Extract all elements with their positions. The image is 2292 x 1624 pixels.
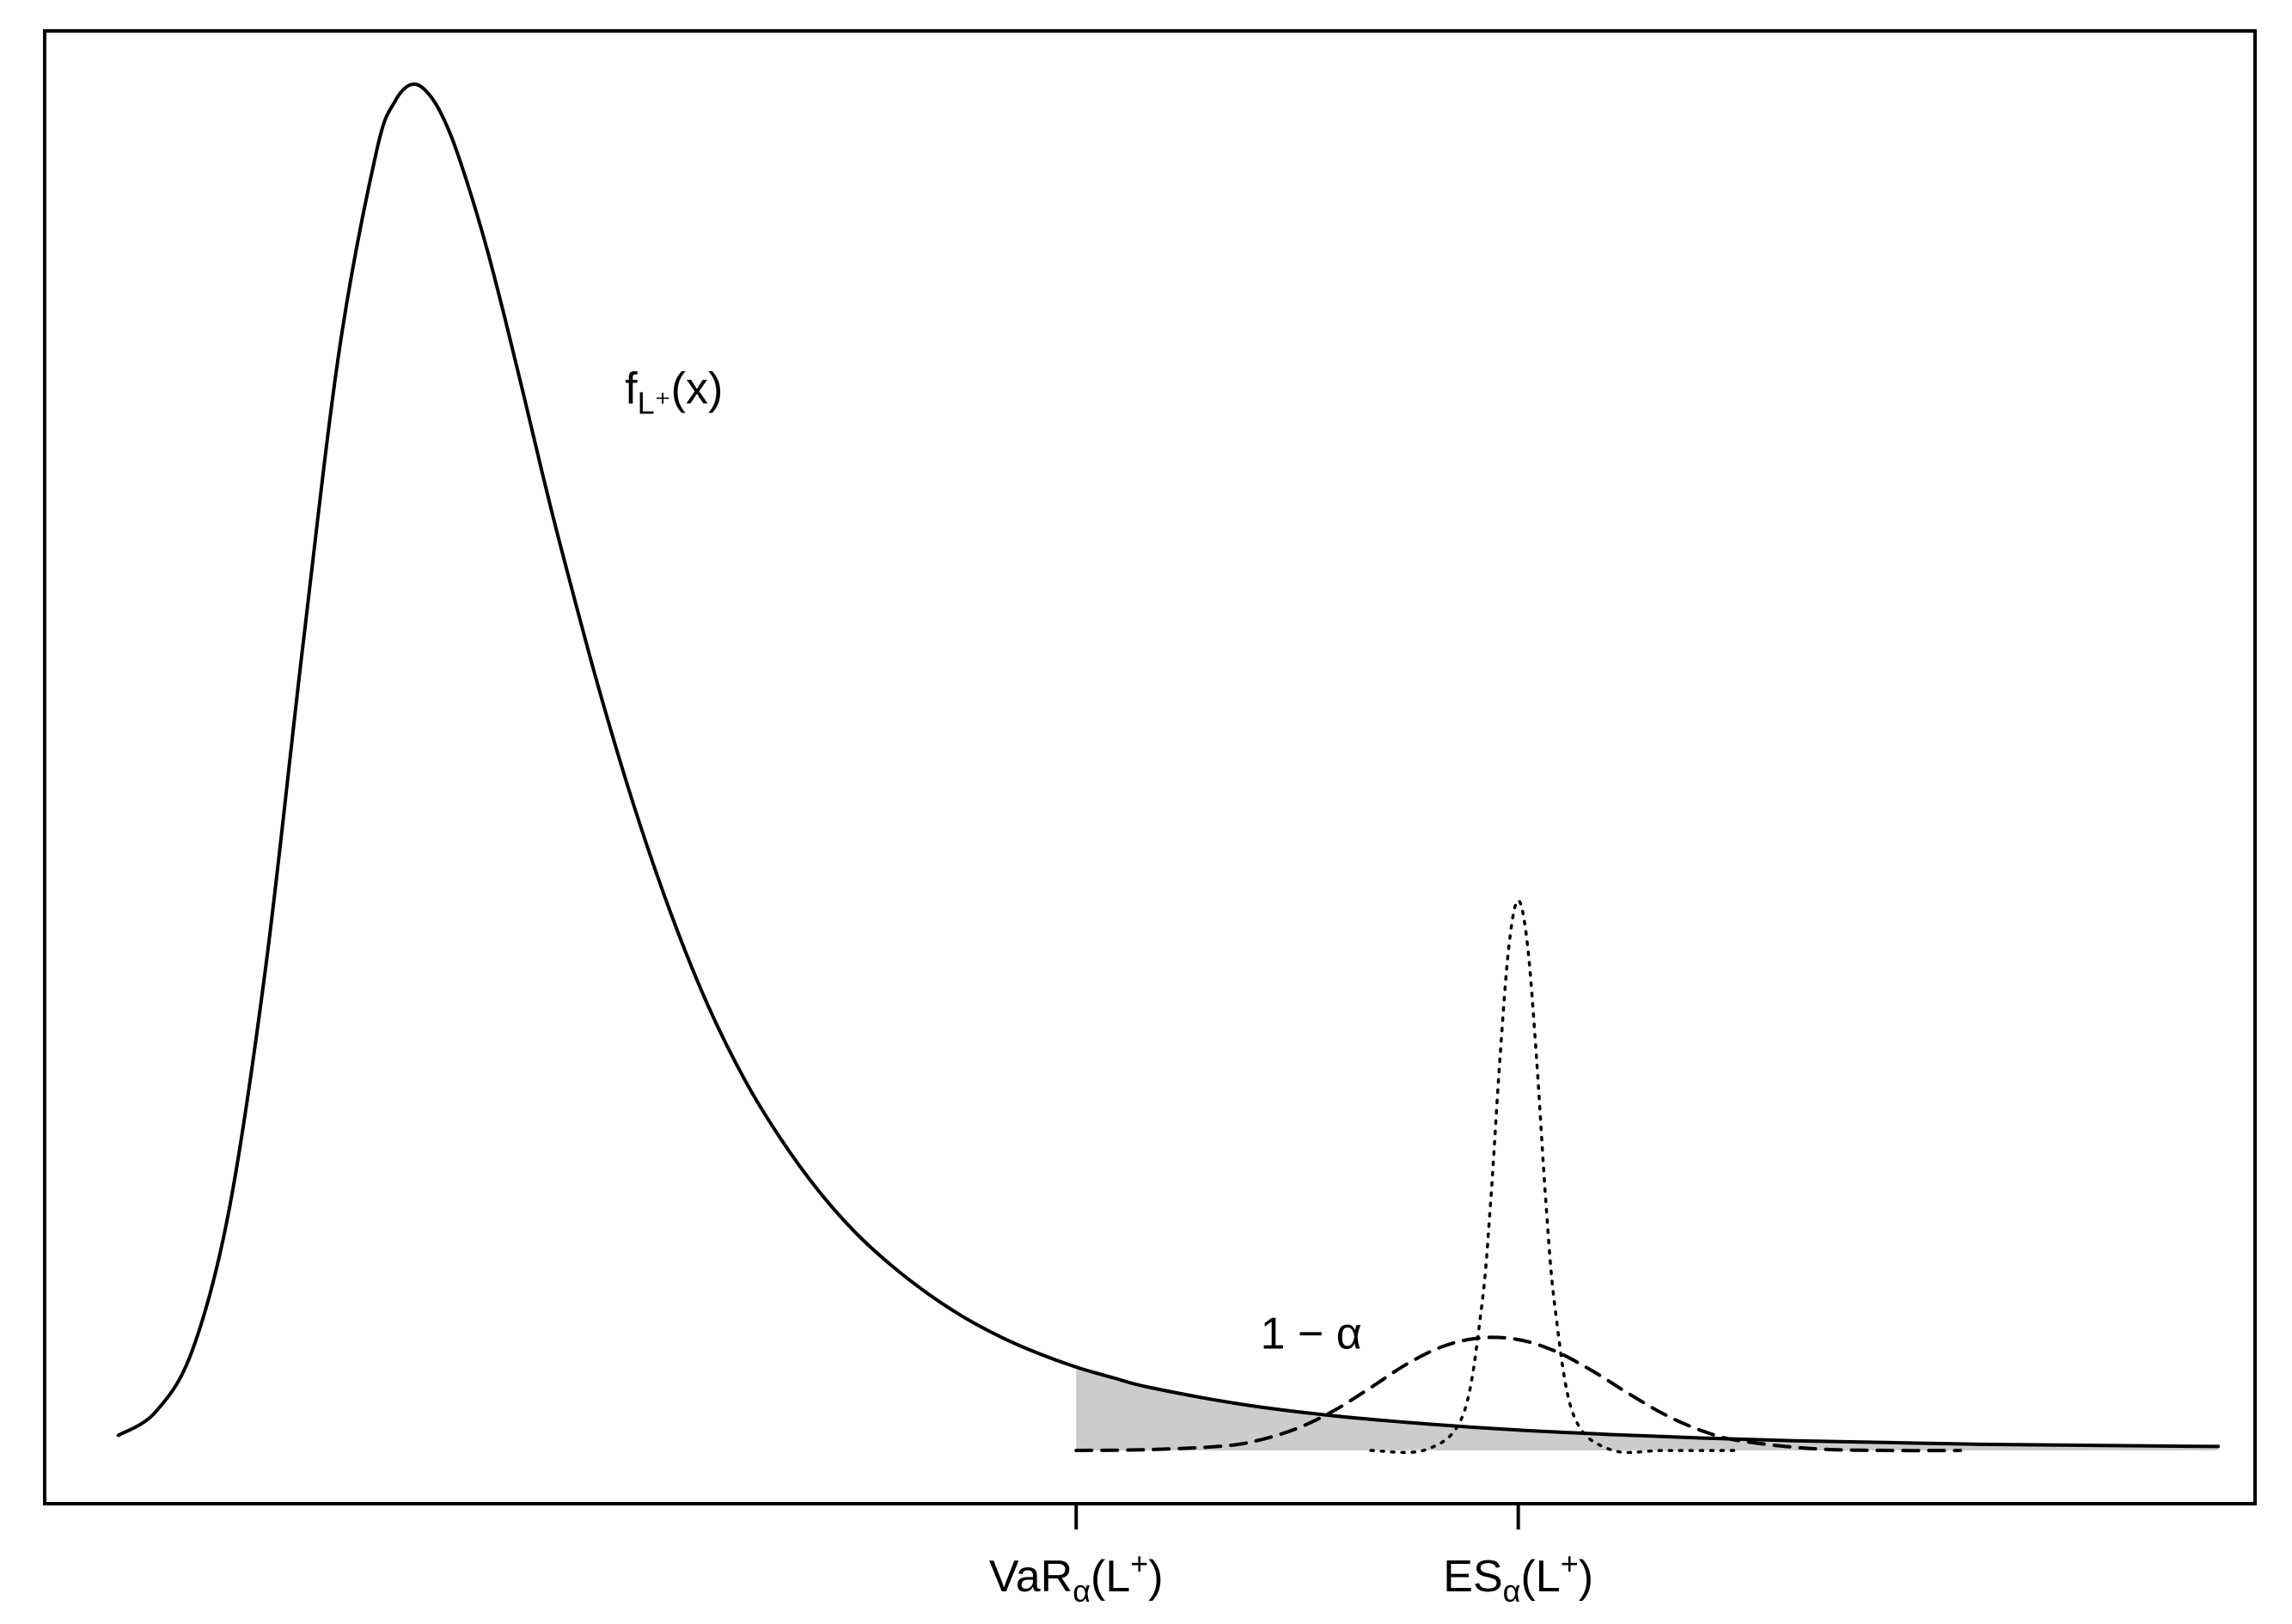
series-line-narrow-density <box>1369 899 1741 1455</box>
tail-shaded-area <box>1076 1366 2219 1451</box>
x-tick-label-0: VaRα(L+) <box>989 1546 1164 1609</box>
x-tick-label-0-part-4: ) <box>1148 1552 1163 1602</box>
x-tick-label-1-part-0: ES <box>1443 1552 1502 1602</box>
x-tick-label-0-part-0: VaR <box>989 1552 1073 1602</box>
x-tick-label-1-part-2: (L <box>1520 1552 1560 1602</box>
series-line-wide-density <box>1074 1335 1963 1453</box>
x-tick-label-0-part-2: (L <box>1091 1552 1130 1602</box>
plot-frame <box>43 29 2257 1505</box>
density-label-rest: (x) <box>671 364 724 414</box>
x-tick-label-0-part-3: + <box>1130 1546 1148 1581</box>
density-label-sub: L⁺ <box>638 386 671 421</box>
x-tick-label-1: ESα(L+) <box>1443 1546 1593 1609</box>
density-label-main: f <box>625 364 638 414</box>
x-tick-label-1-part-1: α <box>1503 1573 1521 1609</box>
tail-probability-label: 1 − α <box>1261 1309 1362 1358</box>
x-tick-label-0-part-1: α <box>1073 1573 1091 1609</box>
density-label: fL⁺(x) <box>625 364 723 421</box>
x-tick-label-1-part-4: ) <box>1579 1552 1593 1602</box>
series-line-main-density <box>116 82 2221 1449</box>
x-tick-label-1-part-3: + <box>1561 1546 1579 1581</box>
